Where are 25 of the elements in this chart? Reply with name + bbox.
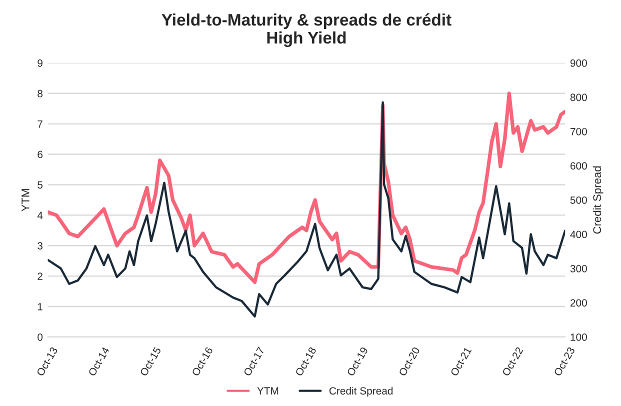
y-tick-label: 5 (38, 181, 43, 189)
y-tick-label: 8 (38, 90, 43, 98)
legend-label: YTM (257, 387, 278, 394)
y2-tick-label: 500 (570, 196, 587, 204)
y-tick-label: 0 (38, 333, 43, 341)
y-tick-label: 9 (38, 59, 42, 67)
y-tick-label: 3 (38, 242, 42, 250)
y-tick-label: 2 (38, 272, 42, 280)
y2-tick-label: 200 (570, 299, 587, 307)
legend-label: Credit Spread (329, 386, 393, 397)
y-tick-label: 6 (38, 150, 42, 158)
y2-tick-label: 400 (570, 230, 587, 238)
y2-tick-label: 100 (570, 333, 587, 341)
y-tick-label: 1 (38, 303, 42, 310)
y2-axis-title: Credit Spread (592, 166, 604, 234)
chart-title: Yield-to-Maturity & spreads de crédit High Yield (162, 13, 452, 48)
line-series (48, 101, 566, 318)
y2-tick-label: 800 (570, 94, 587, 102)
y-axis-title: YTM (22, 189, 30, 212)
y-tick-label: 4 (37, 212, 43, 219)
y2-tick-label: 600 (570, 162, 587, 170)
y-tick-label: 7 (38, 120, 42, 128)
y2-tick-label: 300 (570, 264, 587, 272)
y2-tick-label: 700 (570, 128, 587, 136)
y2-tick-label: 900 (570, 59, 587, 67)
